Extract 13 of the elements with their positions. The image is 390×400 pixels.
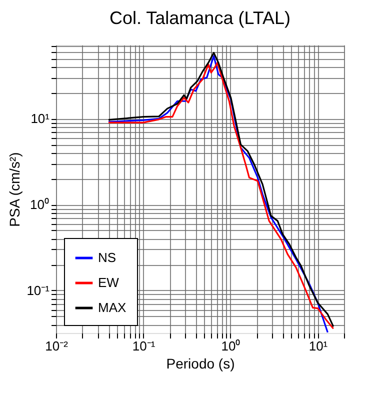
legend-label: MAX [98,300,126,315]
y-tick-label: 10¹ [30,111,50,126]
y-tick-label: 10⁰ [30,197,50,212]
x-tick-label: 10⁻² [45,338,69,354]
y-axis-title: PSA (cm/s²) [6,152,23,227]
x-tick-label: 10⁻¹ [132,338,156,354]
x-tick-label: 10¹ [308,338,328,354]
y-tick-label: 10⁻¹ [26,282,50,298]
x-axis-title: Periodo (s) [166,356,235,372]
x-tick-label: 10⁰ [221,338,241,354]
chart-title: Col. Talamanca (LTAL) [109,8,291,28]
legend-label: NS [98,250,116,265]
legend-label: EW [98,275,120,290]
